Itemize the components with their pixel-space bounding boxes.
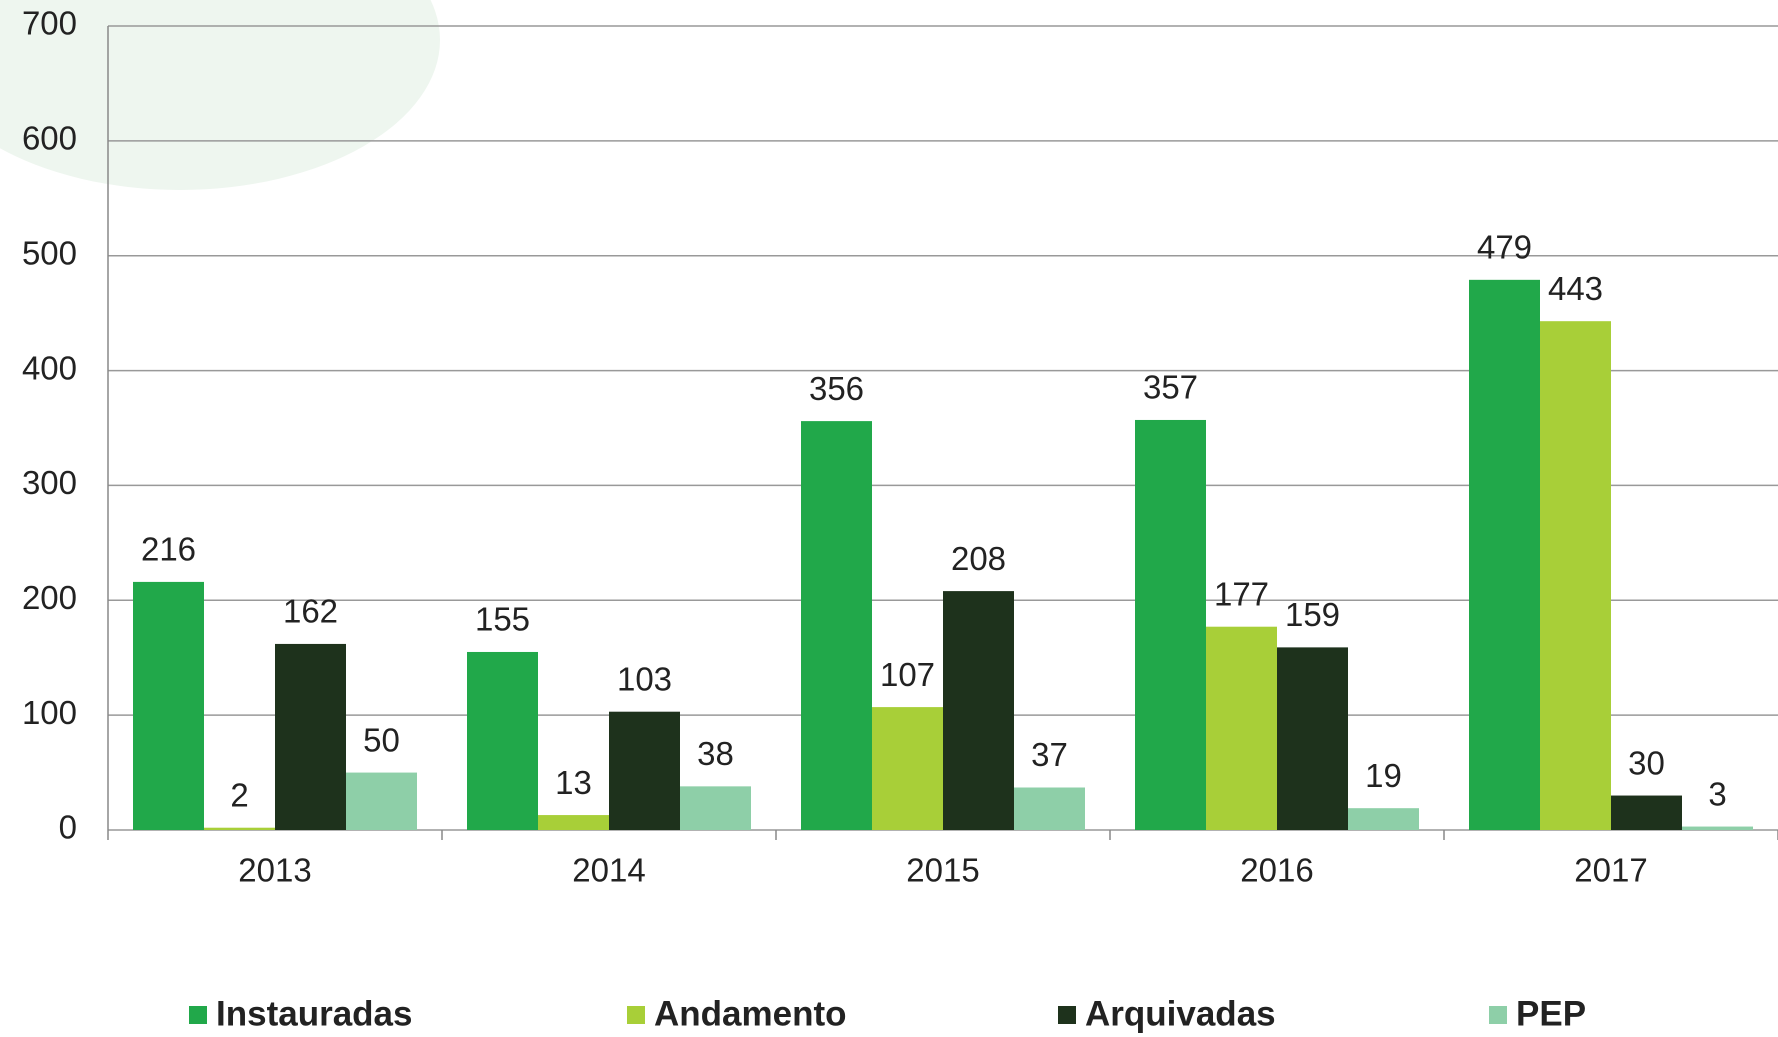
x-tick-label: 2013 [238,852,311,889]
value-label: 155 [475,601,530,638]
y-tick-label: 500 [22,234,77,271]
legend-label: Arquivadas [1085,994,1276,1033]
bar [346,772,417,830]
legend-label: Andamento [654,994,847,1033]
y-tick-label: 300 [22,464,77,501]
value-label: 159 [1285,596,1340,633]
y-tick-label: 400 [22,349,77,386]
bar [872,707,943,830]
value-label: 13 [555,764,592,801]
legend-swatch [1489,1006,1507,1024]
value-label: 38 [697,735,734,772]
legend-swatch [189,1006,207,1024]
bar [538,815,609,830]
value-label: 2 [230,776,248,813]
value-label: 37 [1031,736,1068,773]
bar [1206,626,1277,830]
bar [1277,647,1348,830]
value-label: 19 [1365,757,1402,794]
legend-swatch [627,1006,645,1024]
y-tick-label: 0 [59,809,77,846]
bar [275,643,346,830]
bar [1611,795,1682,830]
x-tick-label: 2017 [1574,852,1647,889]
x-tick-label: 2015 [906,852,979,889]
y-tick-label: 200 [22,579,77,616]
bar [609,711,680,830]
bar [680,786,751,830]
value-label: 177 [1214,575,1269,612]
background-leaf [0,0,440,190]
value-label: 3 [1708,775,1726,812]
bar [1682,826,1753,830]
bar [1348,808,1419,830]
legend-label: Instauradas [216,994,412,1033]
value-label: 50 [363,721,400,758]
bar [1540,321,1611,830]
value-label: 443 [1548,270,1603,307]
value-label: 107 [880,656,935,693]
y-tick-label: 700 [22,5,77,42]
bar [1469,279,1540,830]
x-tick-label: 2014 [572,852,645,889]
bar [204,827,275,830]
value-label: 208 [951,540,1006,577]
value-label: 357 [1143,369,1198,406]
legend-label: PEP [1516,994,1586,1033]
value-label: 216 [141,531,196,568]
value-label: 162 [283,593,338,630]
y-tick-label: 600 [22,120,77,157]
bar [943,591,1014,830]
value-label: 356 [809,370,864,407]
bar [1014,787,1085,830]
legend-swatch [1058,1006,1076,1024]
bar [467,651,538,830]
x-tick-label: 2016 [1240,852,1313,889]
bar [801,421,872,830]
y-tick-label: 100 [22,694,77,731]
bar [1135,419,1206,830]
value-label: 479 [1477,229,1532,266]
value-label: 30 [1628,744,1665,781]
bar [133,581,204,830]
value-label: 103 [617,660,672,697]
